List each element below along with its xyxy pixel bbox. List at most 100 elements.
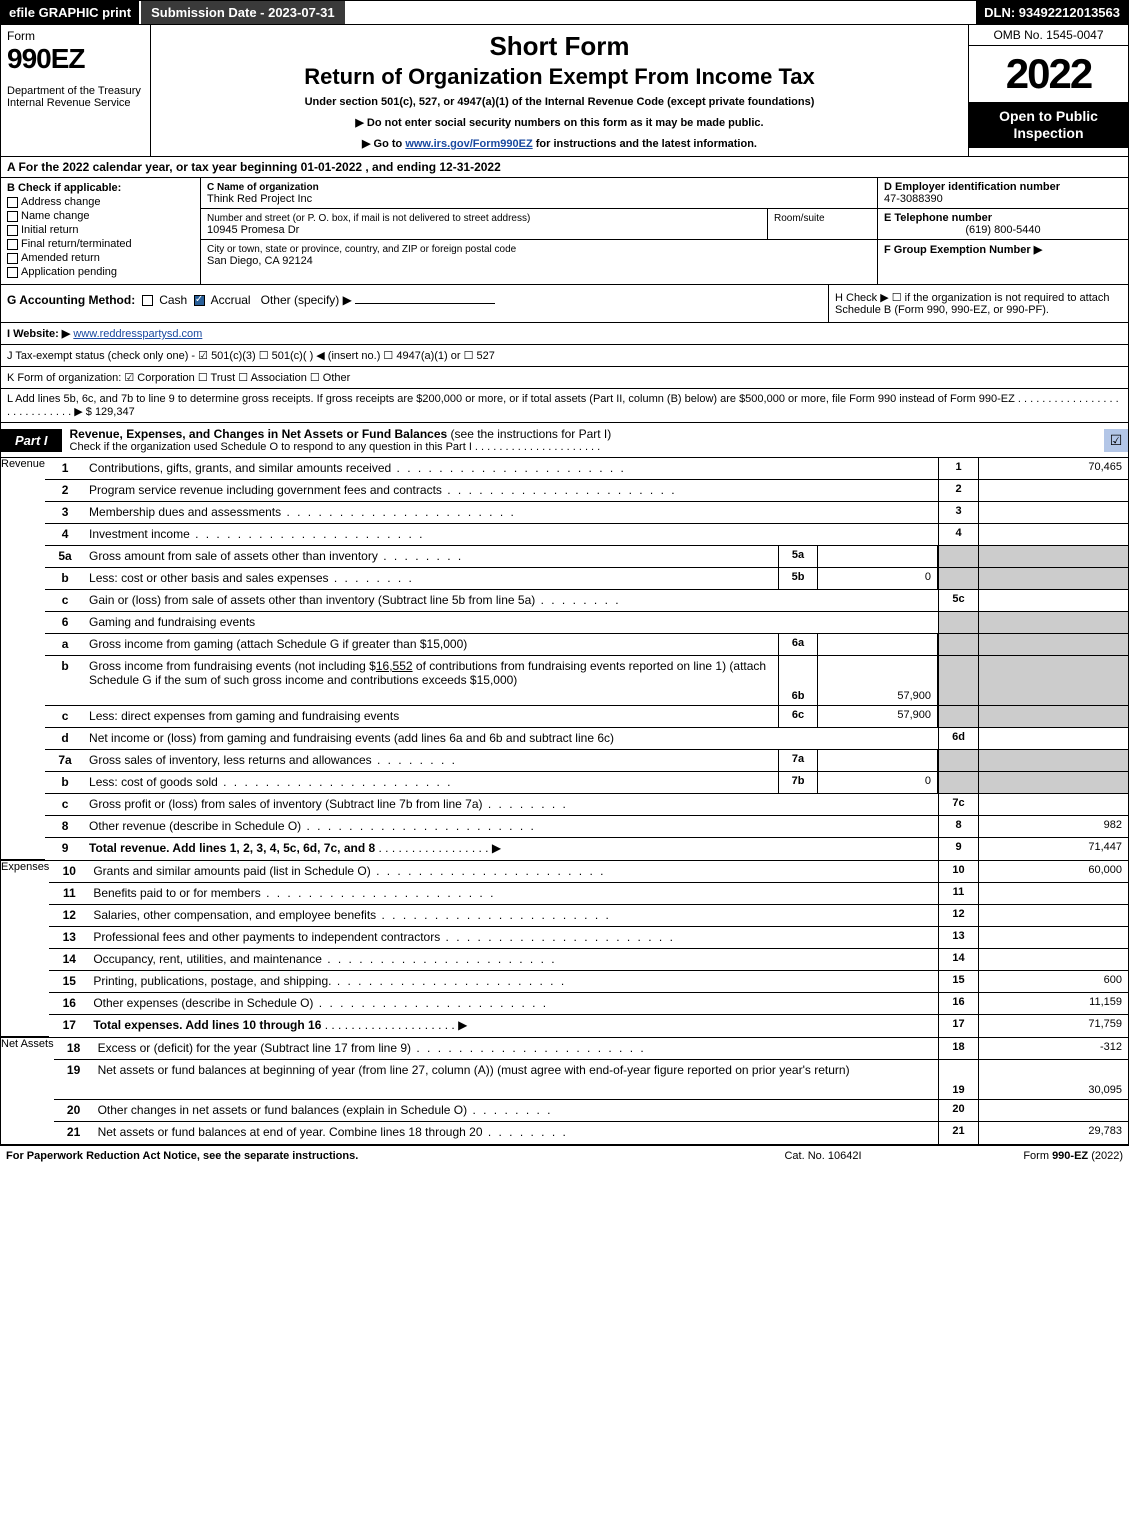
dln-label: DLN: 93492212013563: [976, 1, 1128, 24]
short-form-label: Short Form: [161, 31, 958, 62]
c-addr-lbl: Number and street (or P. O. box, if mail…: [207, 213, 530, 224]
chk-amended-return[interactable]: Amended return: [7, 252, 194, 264]
col-c: C Name of organization Think Red Project…: [201, 178, 878, 284]
part-i-sub: (see the instructions for Part I): [451, 427, 612, 441]
line-13: 13Professional fees and other payments t…: [49, 927, 1128, 949]
checkbox-icon: [7, 225, 18, 236]
l-val: 129,347: [95, 406, 135, 418]
part-i-title-block: Revenue, Expenses, and Changes in Net As…: [62, 423, 1104, 457]
l-text: L Add lines 5b, 6c, and 7b to line 9 to …: [7, 393, 1119, 418]
line-21: 21Net assets or fund balances at end of …: [54, 1122, 1128, 1144]
chk-application-pending[interactable]: Application pending: [7, 266, 194, 278]
chk-name-change[interactable]: Name change: [7, 210, 194, 222]
row-i: I Website: ▶ www.reddresspartysd.com: [0, 323, 1129, 345]
line-8: 8Other revenue (describe in Schedule O)8…: [45, 816, 1128, 838]
part-i-checkbox[interactable]: ☑: [1104, 429, 1128, 452]
c-name-block: C Name of organization Think Red Project…: [201, 178, 877, 209]
tax-year: 2022: [969, 46, 1128, 102]
line-4: 4Investment income4: [45, 524, 1128, 546]
website-link[interactable]: www.reddresspartysd.com: [73, 328, 202, 340]
g-cash: Cash: [159, 293, 187, 307]
top-bar: efile GRAPHIC print Submission Date - 20…: [0, 0, 1129, 25]
checkbox-icon: [7, 267, 18, 278]
efile-label: efile GRAPHIC print: [1, 1, 139, 24]
page-footer: For Paperwork Reduction Act Notice, see …: [0, 1145, 1129, 1166]
i-lbl: I Website: ▶: [7, 328, 70, 340]
f-lbl: F Group Exemption Number ▶: [884, 244, 1042, 256]
line-14: 14Occupancy, rent, utilities, and mainte…: [49, 949, 1128, 971]
line-5b: bLess: cost or other basis and sales exp…: [45, 568, 1128, 590]
line-12: 12Salaries, other compensation, and empl…: [49, 905, 1128, 927]
line-6: 6Gaming and fundraising events: [45, 612, 1128, 634]
b-header: B Check if applicable:: [7, 182, 121, 194]
d-block: D Employer identification number 47-3088…: [878, 178, 1128, 209]
e-block: E Telephone number (619) 800-5440: [878, 209, 1128, 240]
irs-link[interactable]: www.irs.gov/Form990EZ: [405, 138, 532, 150]
org-address: 10945 Promesa Dr: [207, 224, 299, 236]
bullet-2: ▶ Go to www.irs.gov/Form990EZ for instru…: [161, 137, 958, 150]
revenue-sidelabel: Revenue: [1, 458, 45, 860]
line-10: 10Grants and similar amounts paid (list …: [49, 861, 1128, 883]
line-6a: aGross income from gaming (attach Schedu…: [45, 634, 1128, 656]
line-18: 18Excess or (deficit) for the year (Subt…: [54, 1038, 1128, 1060]
form-header: Form 990EZ Department of the Treasury In…: [0, 25, 1129, 157]
checkbox-icon: [7, 197, 18, 208]
g-block: G Accounting Method: Cash Accrual Other …: [1, 285, 828, 322]
org-name: Think Red Project Inc: [207, 193, 312, 205]
room-suite: Room/suite: [767, 209, 877, 239]
line-5c: cGain or (loss) from sale of assets othe…: [45, 590, 1128, 612]
col-b: B Check if applicable: Address change Na…: [1, 178, 201, 284]
checkbox-icon: [7, 211, 18, 222]
checkbox-icon[interactable]: [142, 295, 153, 306]
line-7c: cGross profit or (loss) from sales of in…: [45, 794, 1128, 816]
open-inspection-label: Open to Public Inspection: [969, 102, 1128, 148]
h-block: H Check ▶ ☐ if the organization is not r…: [828, 285, 1128, 322]
header-right: OMB No. 1545-0047 2022 Open to Public In…: [968, 25, 1128, 156]
line-6c: cLess: direct expenses from gaming and f…: [45, 706, 1128, 728]
line-11: 11Benefits paid to or for members11: [49, 883, 1128, 905]
org-city: San Diego, CA 92124: [207, 255, 313, 267]
part-i-tab: Part I: [1, 429, 62, 452]
bullet-1: ▶ Do not enter social security numbers o…: [161, 116, 958, 129]
g-other: Other (specify) ▶: [261, 293, 352, 307]
form-title: Return of Organization Exempt From Incom…: [161, 64, 958, 90]
checkbox-icon: [7, 253, 18, 264]
block-bcdef: B Check if applicable: Address change Na…: [0, 178, 1129, 285]
c-addr-block: Number and street (or P. O. box, if mail…: [201, 209, 877, 240]
b2-pre: ▶ Go to: [362, 138, 405, 150]
lines-table: Revenue 1Contributions, gifts, grants, a…: [0, 458, 1129, 1145]
row-gh: G Accounting Method: Cash Accrual Other …: [0, 285, 1129, 323]
line-9: 9Total revenue. Add lines 1, 2, 3, 4, 5c…: [45, 838, 1128, 860]
chk-final-return[interactable]: Final return/terminated: [7, 238, 194, 250]
e-lbl: E Telephone number: [884, 212, 992, 224]
line-1: 1Contributions, gifts, grants, and simil…: [45, 458, 1128, 480]
footer-left: For Paperwork Reduction Act Notice, see …: [6, 1150, 723, 1162]
row-a-text: A For the 2022 calendar year, or tax yea…: [7, 160, 501, 174]
b2-post: for instructions and the latest informat…: [533, 138, 757, 150]
g-lbl: G Accounting Method:: [7, 293, 135, 307]
dept-label: Department of the Treasury Internal Reve…: [7, 85, 144, 109]
row-k: K Form of organization: ☑ Corporation ☐ …: [0, 367, 1129, 389]
d-lbl: D Employer identification number: [884, 181, 1060, 193]
line-16: 16Other expenses (describe in Schedule O…: [49, 993, 1128, 1015]
chk-initial-return[interactable]: Initial return: [7, 224, 194, 236]
c-city-block: City or town, state or province, country…: [201, 240, 877, 270]
part-i-title: Revenue, Expenses, and Changes in Net As…: [70, 427, 448, 441]
netassets-sidelabel: Net Assets: [1, 1038, 54, 1144]
line-7a: 7aGross sales of inventory, less returns…: [45, 750, 1128, 772]
line-2: 2Program service revenue including gover…: [45, 480, 1128, 502]
col-def: D Employer identification number 47-3088…: [878, 178, 1128, 284]
g-other-line: [355, 303, 495, 304]
room-lbl: Room/suite: [774, 213, 825, 224]
header-left: Form 990EZ Department of the Treasury In…: [1, 25, 151, 156]
chk-address-change[interactable]: Address change: [7, 196, 194, 208]
line-19: 19Net assets or fund balances at beginni…: [54, 1060, 1128, 1100]
form-word: Form: [7, 29, 144, 43]
row-l: L Add lines 5b, 6c, and 7b to line 9 to …: [0, 389, 1129, 423]
header-mid: Short Form Return of Organization Exempt…: [151, 25, 968, 156]
line-7b: bLess: cost of goods sold7b0: [45, 772, 1128, 794]
footer-right: Form 990-EZ (2022): [923, 1150, 1123, 1162]
checkbox-checked-icon[interactable]: [194, 295, 205, 306]
phone: (619) 800-5440: [884, 224, 1122, 236]
omb-number: OMB No. 1545-0047: [969, 25, 1128, 46]
